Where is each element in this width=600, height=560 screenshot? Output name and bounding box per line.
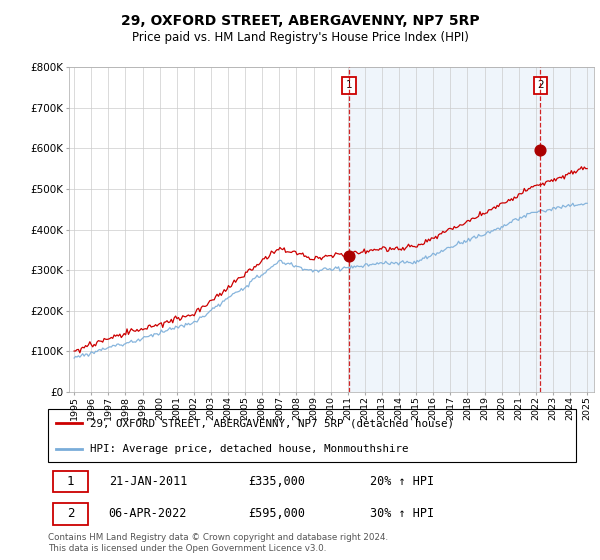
Text: 30% ↑ HPI: 30% ↑ HPI [370,507,434,520]
Text: 2: 2 [67,507,74,520]
Point [536,146,545,155]
Text: 21-JAN-2011: 21-JAN-2011 [109,475,187,488]
Bar [349,67,596,392]
Text: Price paid vs. HM Land Registry's House Price Index (HPI): Price paid vs. HM Land Registry's House … [131,31,469,44]
Text: 29, OXFORD STREET, ABERGAVENNY, NP7 5RP (detached house): 29, OXFORD STREET, ABERGAVENNY, NP7 5RP … [90,418,454,428]
FancyBboxPatch shape [53,503,88,525]
Text: 29, OXFORD STREET, ABERGAVENNY, NP7 5RP: 29, OXFORD STREET, ABERGAVENNY, NP7 5RP [121,14,479,28]
Text: £595,000: £595,000 [248,507,305,520]
Text: £335,000: £335,000 [248,475,305,488]
Text: 1: 1 [67,475,74,488]
FancyBboxPatch shape [53,470,88,492]
Text: HPI: Average price, detached house, Monmouthshire: HPI: Average price, detached house, Monm… [90,444,409,454]
Text: 20% ↑ HPI: 20% ↑ HPI [370,475,434,488]
Text: 1: 1 [346,81,352,91]
Text: 2: 2 [537,81,544,91]
Text: Contains HM Land Registry data © Crown copyright and database right 2024.
This d: Contains HM Land Registry data © Crown c… [48,533,388,553]
Point [344,251,354,260]
Text: 06-APR-2022: 06-APR-2022 [109,507,187,520]
